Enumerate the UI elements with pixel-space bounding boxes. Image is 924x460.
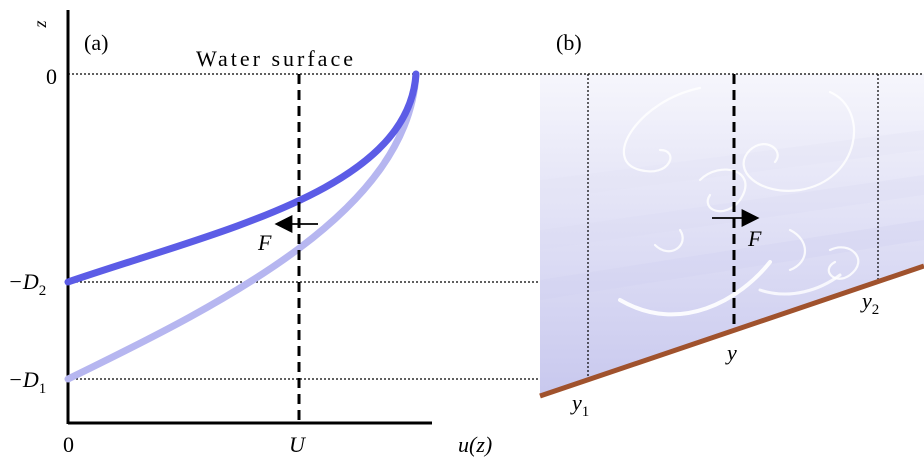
panel-a: F (a) Water surface z 0 −D2 −D1 0 U u(z) xyxy=(8,10,878,457)
panel-b-label: (b) xyxy=(556,30,582,55)
zero-z-label: 0 xyxy=(46,64,57,89)
force-label-b: F xyxy=(747,226,762,251)
y2-label: y2 xyxy=(860,288,879,318)
profile-d1-curve xyxy=(64,70,420,383)
force-label-a: F xyxy=(257,230,272,255)
d2-label: −D2 xyxy=(8,269,46,299)
water-body xyxy=(540,74,924,396)
water-layers xyxy=(540,130,924,300)
panel-b: F (b) y y1 y2 xyxy=(539,30,924,420)
u-mark-label: U xyxy=(289,432,307,457)
d1-label: −D1 xyxy=(8,367,46,397)
eddy-swirls xyxy=(622,86,860,280)
profile-d2-curve xyxy=(64,70,420,286)
panel-a-label: (a) xyxy=(84,30,108,55)
flow-streamline-2 xyxy=(758,273,842,296)
sloping-bed xyxy=(539,263,924,399)
flow-streamline xyxy=(618,260,772,317)
zero-u-label: 0 xyxy=(63,432,74,457)
y-label: y xyxy=(725,340,737,365)
y1-label: y1 xyxy=(570,390,589,420)
u-axis-label: u(z) xyxy=(458,432,492,457)
z-axis-label: z xyxy=(30,20,50,28)
water-surface-label: Water surface xyxy=(196,46,356,71)
